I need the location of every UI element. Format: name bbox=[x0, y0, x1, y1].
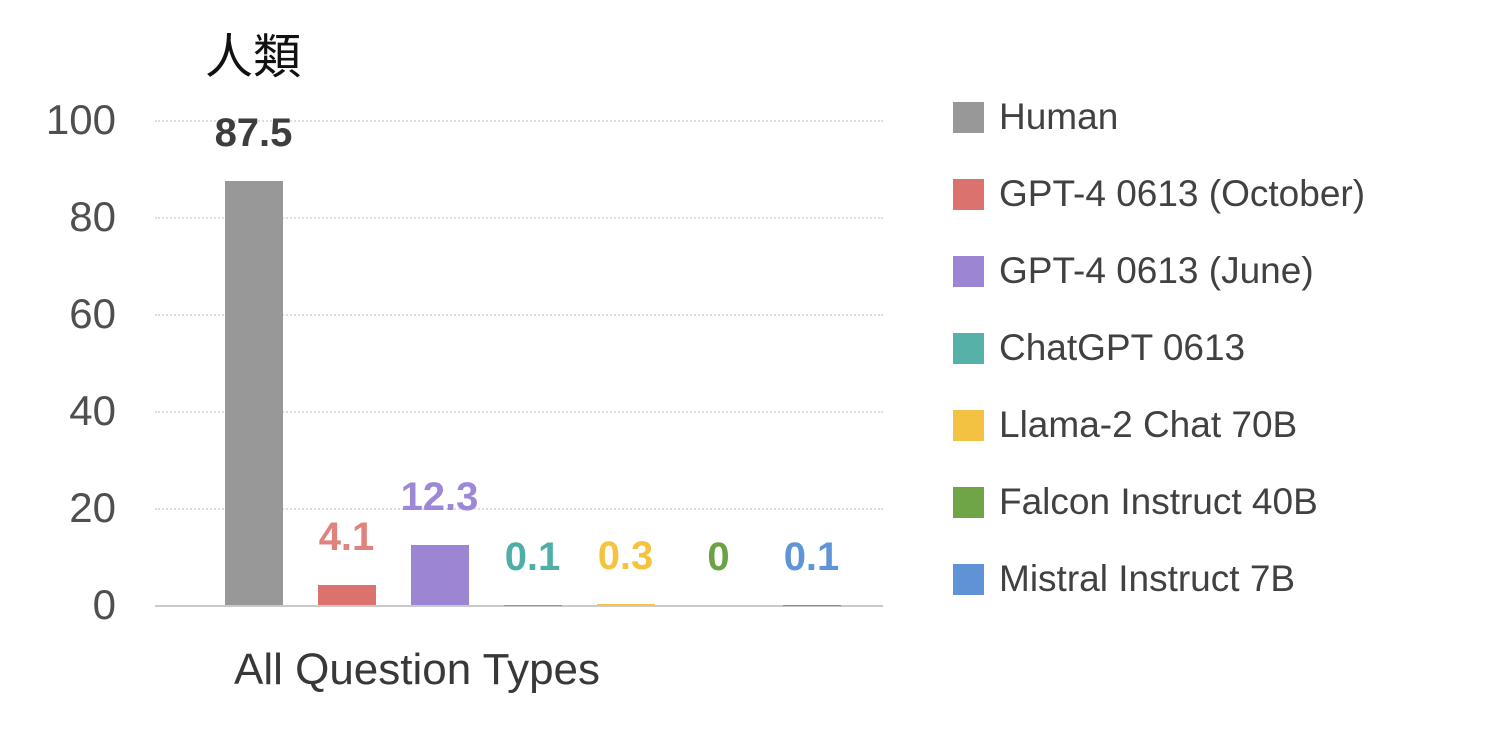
y-tick-label: 80 bbox=[69, 193, 116, 240]
legend-label: Falcon Instruct 40B bbox=[999, 481, 1318, 522]
x-axis-label: All Question Types bbox=[233, 645, 601, 694]
gridline bbox=[155, 508, 883, 510]
bar-slot: 0.3 bbox=[579, 120, 672, 605]
gridline bbox=[155, 120, 883, 122]
legend-item: Falcon Instruct 40B bbox=[953, 479, 1365, 525]
gridline bbox=[155, 411, 883, 413]
legend-label: Mistral Instruct 7B bbox=[999, 558, 1296, 599]
plot-area: 87.5 4.1 12.3 0.1 0.3 0 0.1 bbox=[155, 111, 883, 607]
legend-swatch-icon bbox=[953, 409, 984, 441]
legend-swatch-icon bbox=[953, 332, 984, 364]
y-tick-label: 40 bbox=[69, 387, 116, 434]
legend-item: GPT-4 0613 (June) bbox=[953, 248, 1365, 294]
bar-gpt-4-0613-october- bbox=[317, 585, 376, 605]
legend-label: GPT-4 0613 (October) bbox=[999, 173, 1366, 214]
bar-slot: 0.1 bbox=[765, 120, 858, 605]
legend-swatch-icon bbox=[953, 563, 984, 595]
y-tick-label: 60 bbox=[69, 290, 116, 337]
y-axis: 100 80 60 40 20 0 bbox=[0, 0, 116, 732]
bar-slot: 0.1 bbox=[486, 120, 579, 605]
bar-slot: 4.1 bbox=[300, 120, 393, 605]
y-tick-label: 100 bbox=[45, 96, 116, 143]
bar-slot: 12.3 bbox=[393, 120, 486, 605]
bar-value-label: 0 bbox=[707, 535, 730, 579]
legend-label: ChatGPT 0613 bbox=[999, 327, 1246, 368]
bar-value-label: 0.1 bbox=[504, 534, 561, 579]
legend-item: GPT-4 0613 (October) bbox=[953, 171, 1365, 217]
legend-swatch-icon bbox=[953, 255, 984, 287]
y-tick-label: 20 bbox=[69, 484, 116, 531]
bar-slot: 0 bbox=[672, 120, 765, 605]
bar-value-label: 12.3 bbox=[400, 475, 479, 520]
legend-label: Llama-2 Chat 70B bbox=[999, 404, 1298, 445]
bar-gpt-4-0613-june- bbox=[410, 545, 469, 605]
bar-value-label: 87.5 bbox=[214, 110, 293, 155]
bar-value-label: 4.1 bbox=[318, 515, 375, 560]
legend: Human GPT-4 0613 (October) GPT-4 0613 (Jun… bbox=[953, 94, 1365, 633]
bar-llama-2-chat-70b bbox=[596, 603, 655, 605]
y-tick-label: 0 bbox=[92, 581, 116, 628]
bar-value-label: 0.3 bbox=[597, 533, 654, 578]
legend-item: Mistral Instruct 7B bbox=[953, 556, 1365, 602]
gridline bbox=[155, 217, 883, 219]
legend-item: Human bbox=[953, 94, 1365, 140]
bar-value-label: 0.1 bbox=[783, 534, 840, 579]
legend-swatch-icon bbox=[953, 486, 984, 518]
legend-item: ChatGPT 0613 bbox=[953, 325, 1365, 371]
bars-row: 87.5 4.1 12.3 0.1 0.3 0 0.1 bbox=[207, 111, 858, 605]
bar-slot: 87.5 bbox=[207, 111, 300, 605]
legend-item: Llama-2 Chat 70B bbox=[953, 402, 1365, 448]
legend-swatch-icon bbox=[953, 178, 984, 210]
chart-title: 人類 bbox=[205, 31, 302, 84]
bar-human bbox=[224, 180, 283, 605]
legend-swatch-icon bbox=[953, 101, 984, 133]
legend-label: Human bbox=[999, 96, 1119, 137]
legend-label: GPT-4 0613 (June) bbox=[999, 250, 1314, 291]
gridline bbox=[155, 314, 883, 316]
